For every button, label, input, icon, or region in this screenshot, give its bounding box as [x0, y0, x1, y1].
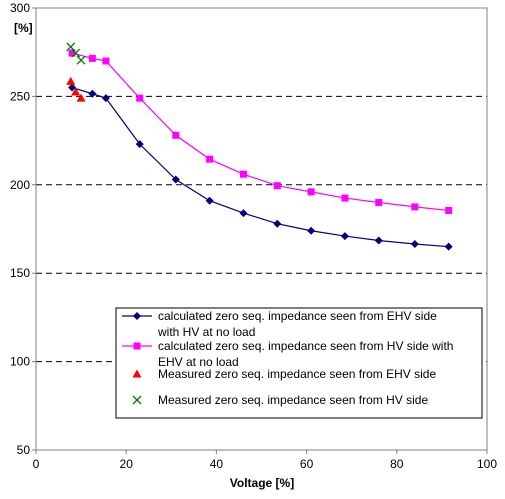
x-tick-label-0: 0 [33, 457, 40, 471]
y-axis: 50 100 150 200 250 300 [10, 1, 36, 457]
x-tick-label-40: 40 [210, 457, 224, 471]
series-0-point-10 [374, 236, 383, 245]
series-1-point-7 [273, 182, 281, 190]
x-tick-label-80: 80 [390, 457, 404, 471]
series-2-point-1 [71, 87, 81, 96]
legend-entry-ehv-calculated: calculated zero seq. impedance seen from… [157, 309, 437, 339]
series-1-point-3 [136, 94, 144, 102]
legend-entry-hv-measured: Measured zero seq. impedance seen from H… [158, 393, 428, 407]
series-1-point-6 [239, 170, 247, 178]
legend: calculated zero seq. impedance seen from… [115, 307, 483, 419]
x-tick-label-20: 20 [120, 457, 134, 471]
x-axis-label: Voltage [%] [230, 476, 294, 490]
legend-marker-3 [132, 395, 142, 405]
series-0-point-7 [273, 219, 282, 228]
series-1-point-5 [206, 155, 214, 163]
series-1-point-1 [88, 54, 96, 62]
series-1-point-2 [102, 57, 110, 65]
legend-entry-ehv-measured: Measured zero seq. impedance seen from E… [158, 367, 436, 381]
x-tick-label-100: 100 [477, 457, 497, 471]
series-0-point-6 [239, 209, 248, 218]
x-axis: 0 20 40 60 80 100 [33, 450, 497, 471]
series-0-point-11 [410, 240, 419, 249]
legend-marker-2 [132, 369, 142, 378]
series-1-line [71, 52, 449, 212]
series-2-point-0 [66, 76, 76, 85]
series-0-point-9 [340, 232, 349, 241]
series-2 [66, 76, 86, 102]
series-3-point-1 [71, 48, 81, 58]
series-1-point-12 [445, 206, 453, 214]
series-3-point-0 [66, 42, 76, 52]
y-tick-label-100: 100 [10, 355, 30, 369]
series-3-point-2 [76, 55, 86, 65]
y-tick-label-150: 150 [10, 266, 30, 280]
legend-marker-0 [133, 312, 141, 320]
series-1-point-8 [307, 188, 315, 196]
series-1-point-9 [341, 194, 349, 202]
series-1 [68, 49, 453, 214]
series-0-point-2 [101, 94, 110, 103]
y-tick-label-200: 200 [10, 178, 30, 192]
series-1-point-11 [411, 203, 419, 211]
legend-box [115, 307, 483, 419]
series-layer [66, 42, 453, 251]
series-0-point-8 [307, 226, 316, 235]
series-0-point-5 [205, 196, 214, 205]
series-1-point-10 [375, 198, 383, 206]
series-0-point-1 [88, 89, 97, 98]
series-0-point-0 [68, 83, 77, 92]
series-0-point-4 [171, 175, 180, 184]
y-tick-label-50: 50 [17, 443, 31, 457]
x-tick-label-60: 60 [300, 457, 314, 471]
series-2-point-2 [76, 93, 86, 102]
y-tick-label-300: 300 [10, 1, 30, 15]
series-0-point-12 [444, 242, 453, 251]
series-1-point-4 [172, 131, 180, 139]
legend-markers [122, 312, 152, 405]
series-3 [66, 42, 86, 65]
series-0-line [71, 86, 449, 248]
series-0-point-3 [135, 140, 144, 149]
legend-entry-hv-calculated: calculated zero seq. impedance seen from… [158, 339, 453, 369]
legend-marker-1 [133, 342, 141, 350]
y-axis-label: [%] [14, 21, 33, 35]
series-0 [68, 83, 453, 251]
y-tick-label-250: 250 [10, 89, 30, 103]
series-1-point-0 [68, 49, 76, 57]
plot-area [35, 7, 488, 451]
